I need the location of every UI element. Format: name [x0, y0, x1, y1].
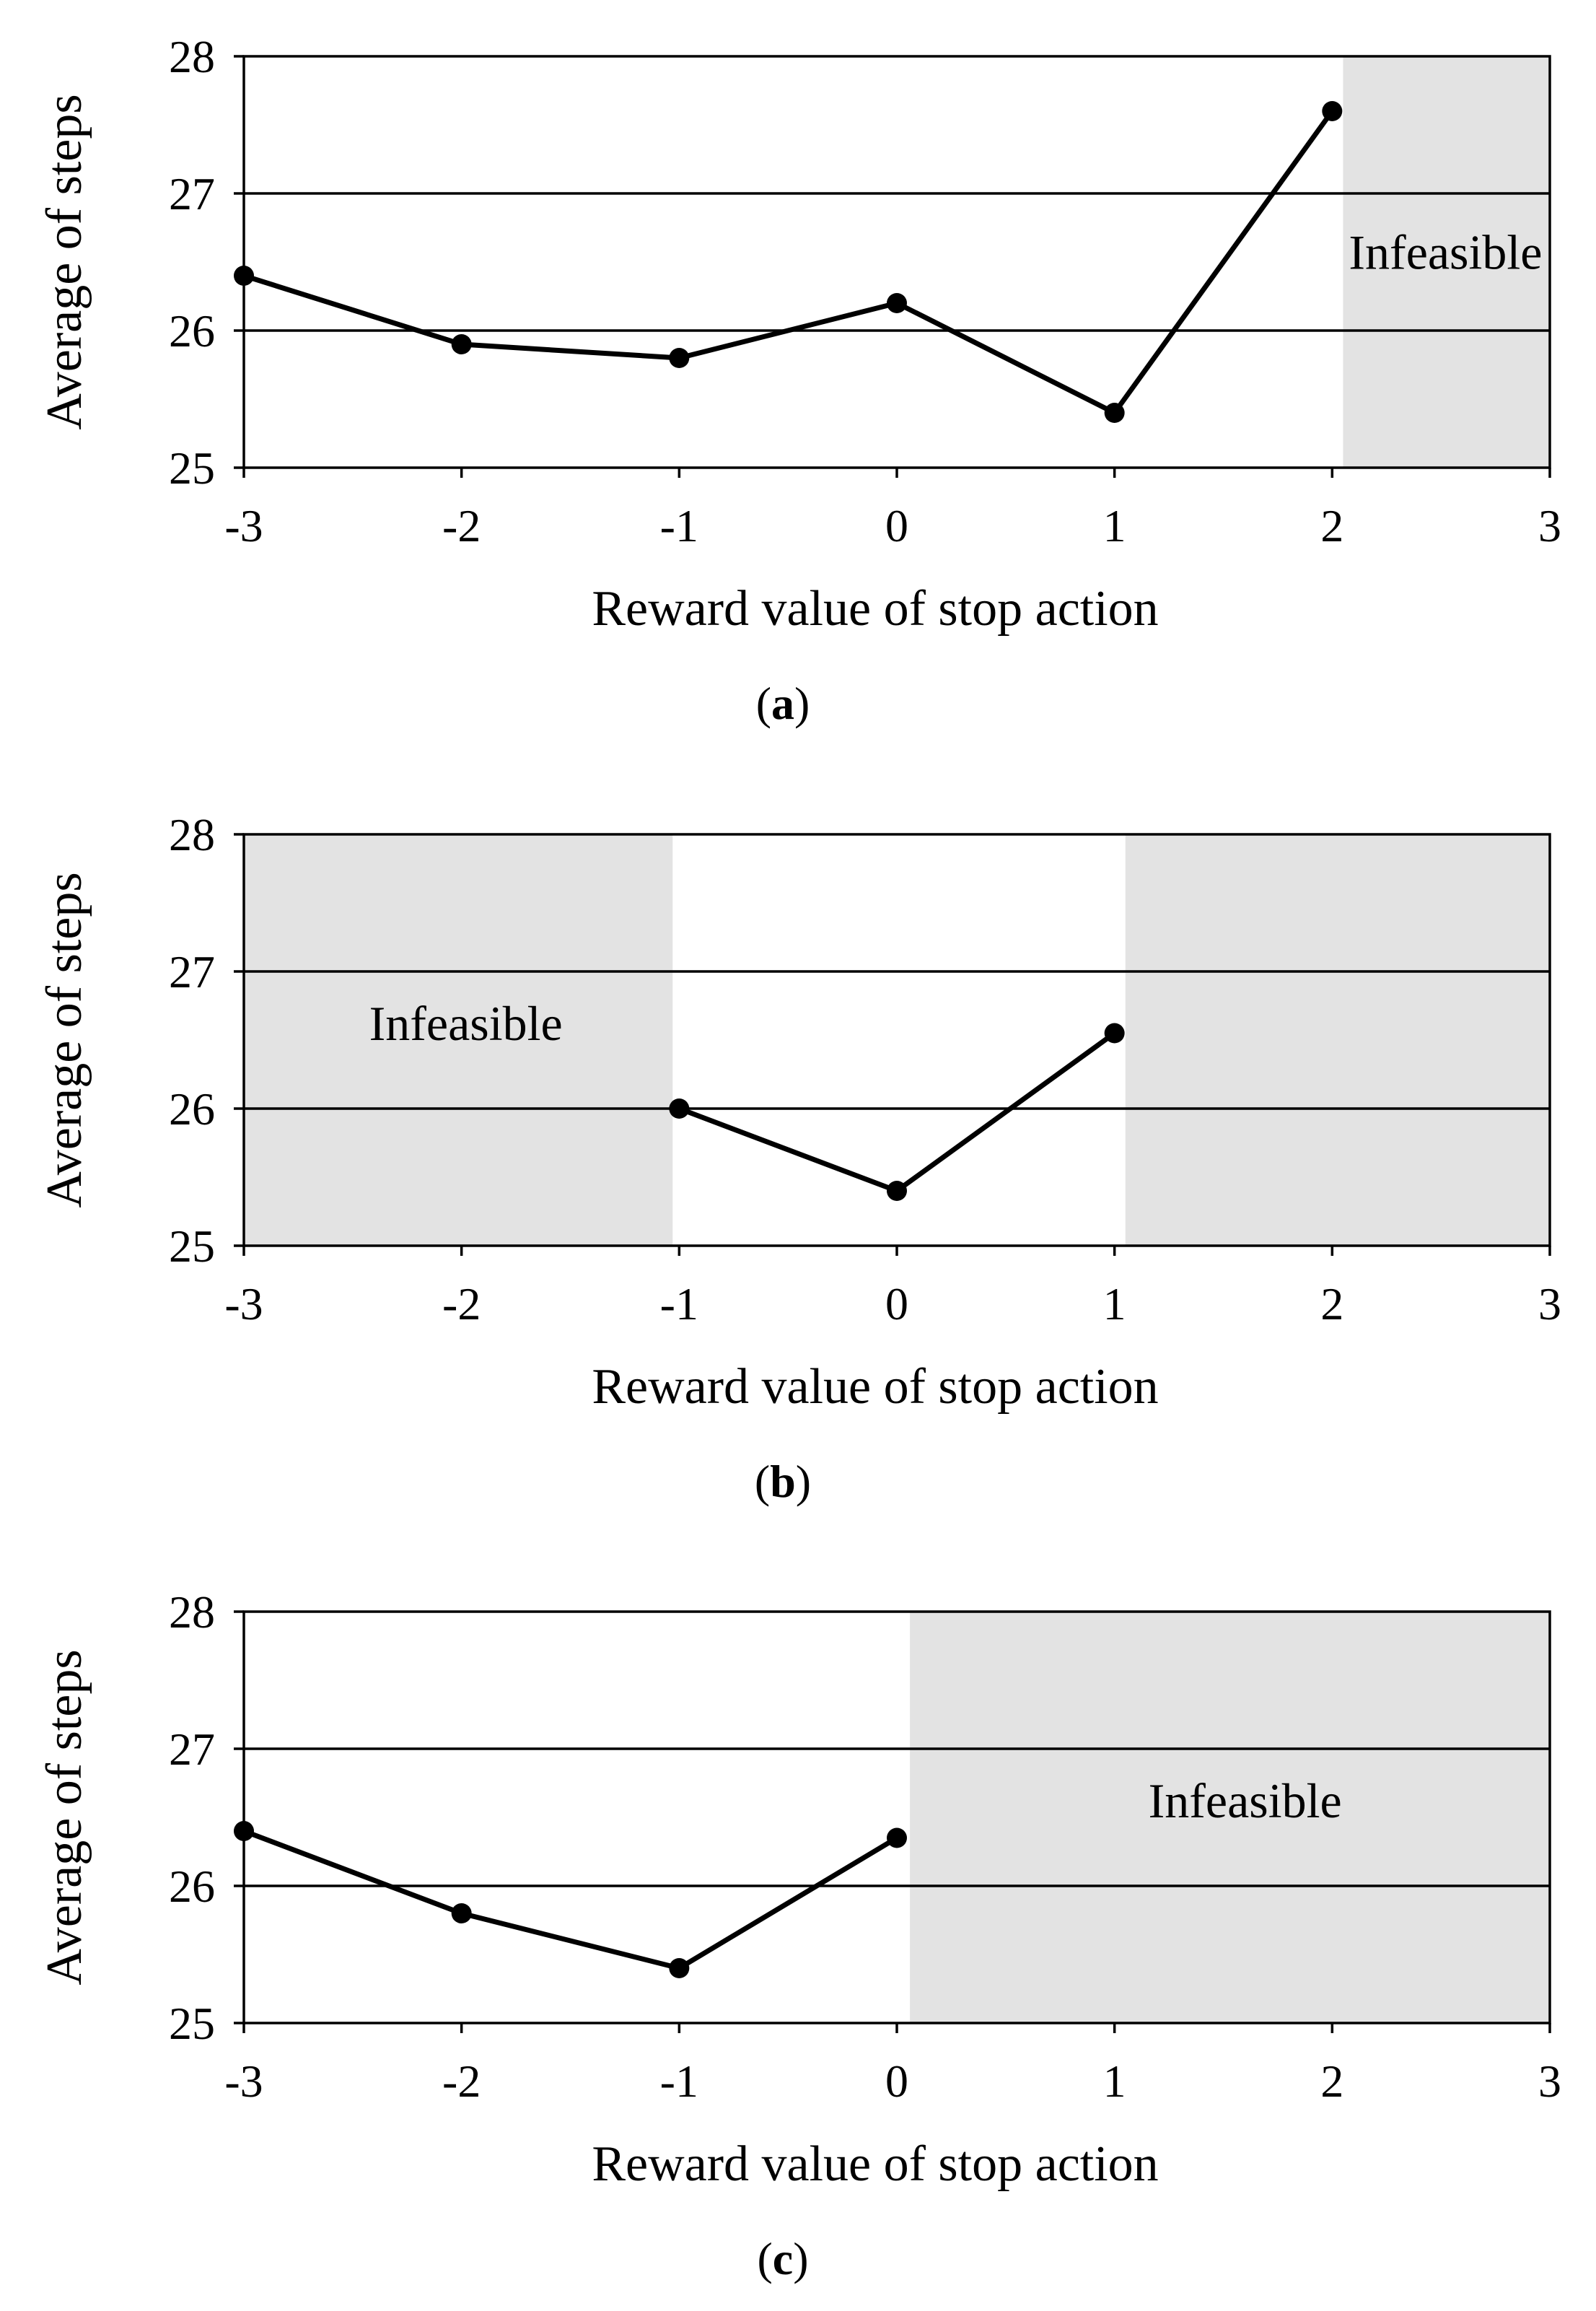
y-axis-title: Average of steps	[37, 94, 92, 429]
chart-panel-c: -3 -2 -1 0 1 2 3 25 26 27 28 Reward value of stop a…	[0, 1555, 1596, 2306]
x-tick-label: 3	[1538, 2056, 1561, 2107]
x-tick-label: 3	[1538, 500, 1561, 551]
chart-svg-b: -3 -2 -1 0 1 2 3 25 26 27 28 Reward value of stop a…	[37, 809, 1561, 1507]
x-axis-title: Reward value of stop action	[592, 1359, 1158, 1415]
series-line	[242, 1828, 898, 1971]
data-point	[669, 1958, 690, 1978]
data-point	[887, 1827, 907, 1848]
y-axis-title: Average of steps	[37, 872, 92, 1207]
infeasible-label: Infeasible	[1349, 225, 1542, 280]
y-axis-title: Average of steps	[37, 1649, 92, 1985]
series-line	[678, 1031, 1116, 1194]
y-tick-label: 28	[169, 809, 215, 860]
data-point	[234, 1821, 254, 1841]
x-tick-label: 2	[1320, 1278, 1343, 1329]
panel-caption-letter: b	[770, 1456, 796, 1507]
chart-svg-c: -3 -2 -1 0 1 2 3 25 26 27 28 Reward value of stop a…	[37, 1586, 1561, 2284]
y-tick-label: 25	[169, 1220, 215, 1272]
x-tick-label: 2	[1320, 2056, 1343, 2107]
data-point	[1104, 1023, 1125, 1044]
x-tick-label: -2	[442, 500, 481, 551]
panel-caption: (a)	[756, 678, 810, 729]
x-tick-label: 0	[885, 500, 908, 551]
x-tick-label: 1	[1103, 500, 1126, 551]
x-tick-label: -1	[660, 2056, 698, 2107]
panel-caption: (b)	[755, 1456, 811, 1507]
panel-caption-letter: a	[771, 678, 794, 729]
series-line	[242, 109, 1335, 416]
infeasible-region	[244, 834, 673, 1246]
x-tick-label: -3	[224, 1278, 263, 1329]
data-point	[451, 334, 472, 354]
data-point	[669, 348, 690, 368]
x-tick-label: 1	[1103, 2056, 1126, 2107]
x-tick-label: -1	[660, 500, 698, 551]
y-tick-label: 28	[169, 31, 215, 82]
data-point	[451, 1903, 472, 1923]
infeasible-region	[1343, 56, 1550, 468]
y-tick-label: 26	[169, 305, 215, 357]
data-point	[1322, 101, 1343, 121]
y-tick-label: 28	[169, 1586, 215, 1638]
x-tick-label: 1	[1103, 1278, 1126, 1329]
x-tick-label: 3	[1538, 1278, 1561, 1329]
x-tick-label: -2	[442, 1278, 481, 1329]
data-point	[669, 1098, 690, 1119]
data-point	[1104, 403, 1125, 423]
panel-caption-letter: c	[773, 2233, 793, 2284]
y-tick-label: 25	[169, 442, 215, 494]
x-tick-label: -3	[224, 500, 263, 551]
chart-panel-b: -3 -2 -1 0 1 2 3 25 26 27 28 Reward value of stop a…	[0, 778, 1596, 1529]
y-tick-label: 26	[169, 1861, 215, 1912]
x-tick-label: -2	[442, 2056, 481, 2107]
x-tick-label: -3	[224, 2056, 263, 2107]
infeasible-label: Infeasible	[1149, 1773, 1342, 1828]
infeasible-label: Infeasible	[369, 996, 563, 1051]
panel-caption: (c)	[757, 2233, 808, 2284]
x-tick-label: 0	[885, 2056, 908, 2107]
infeasible-region	[910, 1612, 1550, 2023]
chart-svg-a: -3 -2 -1 0 1 2 3 25 26 27 28 Reward value of stop a…	[37, 31, 1561, 729]
y-tick-label: 27	[169, 1724, 215, 1775]
data-point	[234, 266, 254, 286]
chart-panel-a: -3 -2 -1 0 1 2 3 25 26 27 28 Reward value of stop a…	[0, 0, 1596, 751]
x-axis-title: Reward value of stop action	[592, 2136, 1158, 2192]
x-tick-label: 0	[885, 1278, 908, 1329]
y-tick-label: 27	[169, 946, 215, 997]
y-tick-label: 27	[169, 168, 215, 219]
x-axis-title: Reward value of stop action	[592, 581, 1158, 637]
y-tick-label: 25	[169, 1998, 215, 2049]
y-tick-label: 26	[169, 1083, 215, 1135]
x-tick-label: -1	[660, 1278, 698, 1329]
infeasible-region	[1125, 834, 1550, 1246]
data-point	[887, 293, 907, 313]
data-point	[887, 1181, 907, 1201]
x-tick-label: 2	[1320, 500, 1343, 551]
